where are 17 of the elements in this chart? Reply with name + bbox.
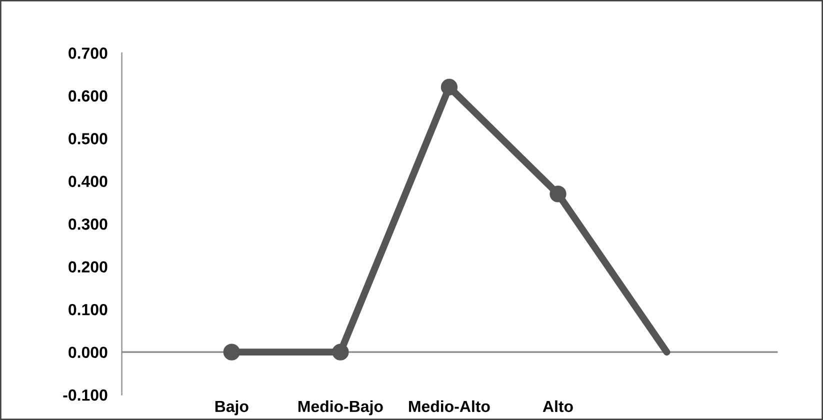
y-tick-label: 0.000: [68, 346, 108, 358]
y-tick-label: 0.700: [68, 48, 108, 59]
y-tick-label: 0.400: [68, 176, 108, 188]
point: [550, 186, 566, 202]
x-tick-label: Medio-Alto: [409, 400, 490, 412]
point: [223, 344, 240, 360]
y-tick-label: 0.600: [68, 90, 108, 102]
point: [332, 344, 349, 360]
y-tick-label: 0.200: [68, 261, 108, 273]
y-tick-label: -0.100: [63, 389, 108, 401]
y-tick-label: 0.300: [68, 218, 108, 230]
point: [440, 78, 458, 96]
y-tick-label: 0.500: [68, 133, 108, 144]
x-tick-label: Alto: [542, 400, 573, 412]
x-tick-label: Bajo: [215, 400, 248, 416]
x-tick-label: Medio-Bajo: [298, 400, 383, 416]
y-tick-label: 0.100: [68, 304, 108, 316]
